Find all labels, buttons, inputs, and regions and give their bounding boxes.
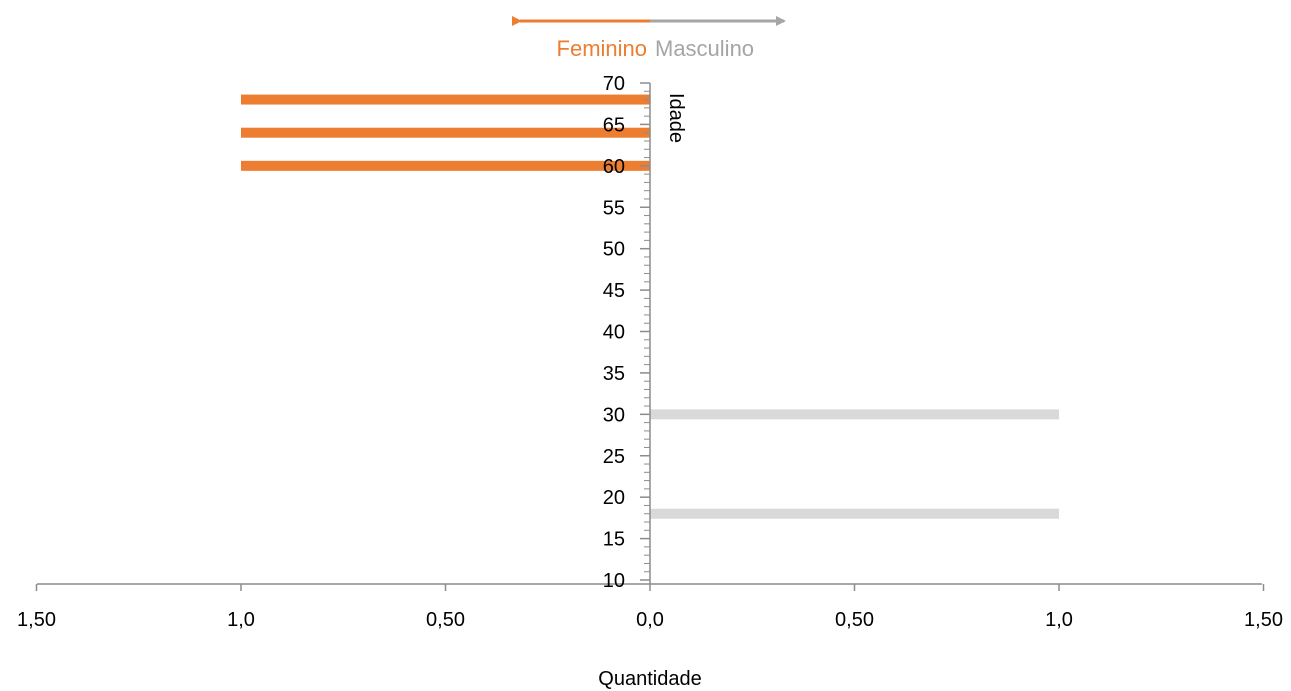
x-tick-label: 1,50 [17,609,56,631]
x-ticks-group: 1,50 1,0 0,50 0,0 0,50 1,0 1,50 [17,584,1283,631]
x-tick-label: 0,50 [426,609,465,631]
y-tick-label: 55 [603,197,625,219]
legend-feminino-label: Feminino [557,36,647,61]
y-tick-label: 60 [603,156,625,178]
y-ticks-group: 10 15 20 25 30 35 40 45 50 55 60 65 70 [603,73,650,592]
y-tick-label: 20 [603,487,625,509]
y-axis-title: Idade [665,93,687,143]
bar-masculino-18 [650,508,1059,519]
legend: Feminino Masculino [512,16,786,61]
y-tick-label: 45 [603,280,625,302]
x-tick-label: 0,0 [636,609,664,631]
y-tick-label: 10 [603,570,625,592]
y-tick-label: 70 [603,73,625,95]
x-tick-label: 1,0 [1045,609,1073,631]
bar-feminino-68 [241,94,650,105]
y-tick-label: 65 [603,114,625,136]
y-tick-label: 15 [603,529,625,551]
x-axis-title: Quantidade [598,668,701,690]
y-tick-label: 50 [603,239,625,261]
bar-masculino-30 [650,409,1059,420]
bar-feminino-64 [241,127,650,138]
bar-feminino-60 [241,160,650,171]
x-tick-label: 1,50 [1244,609,1283,631]
y-tick-label: 40 [603,322,625,344]
y-tick-label: 35 [603,363,625,385]
x-tick-label: 0,50 [835,609,874,631]
y-tick-label: 30 [603,404,625,426]
axes-group [37,83,1262,585]
x-tick-label: 1,0 [227,609,255,631]
bars-group [241,94,1059,519]
y-tick-label: 25 [603,446,625,468]
legend-masculino-label: Masculino [655,36,754,61]
